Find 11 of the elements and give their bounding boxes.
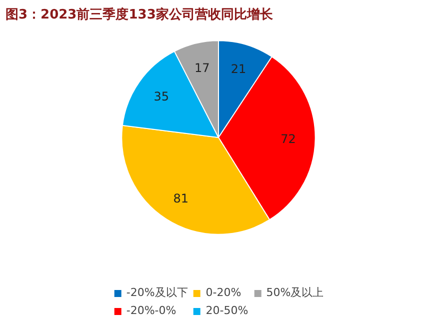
legend-label: 50%及以上 [266, 285, 324, 300]
data-label: 17 [194, 61, 210, 75]
data-label: 81 [173, 192, 189, 206]
legend-label: -20%及以下 [126, 285, 188, 300]
legend-label: 20-50% [206, 304, 248, 317]
data-label: 35 [154, 90, 170, 104]
legend-label: -20%-0% [126, 304, 176, 317]
legend-label: 0-20% [206, 286, 242, 299]
data-label: 72 [280, 132, 296, 146]
data-label: 21 [230, 62, 246, 76]
chart-title: 图3：2023前三季度133家公司营收同比增长 [6, 6, 274, 22]
